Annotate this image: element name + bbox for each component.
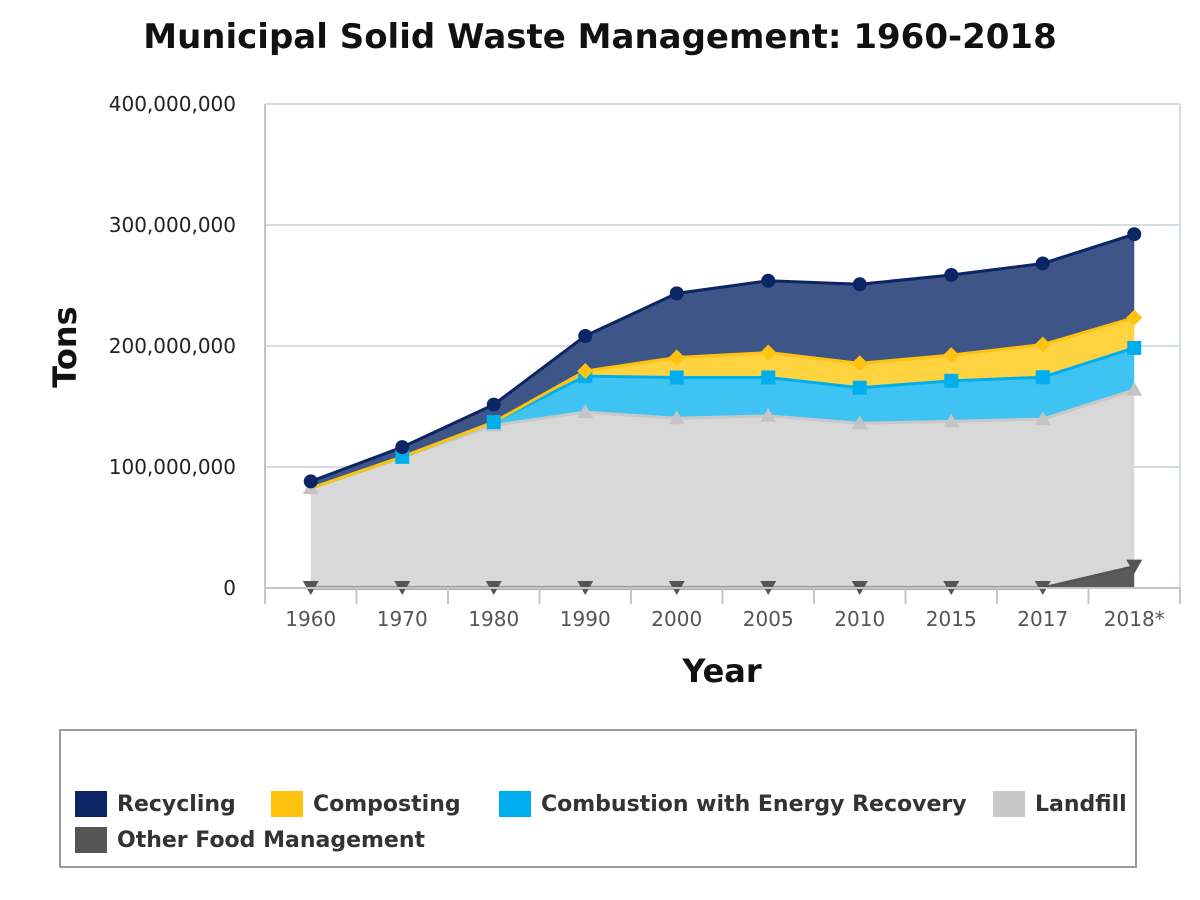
marker-composting[interactable] <box>760 344 777 361</box>
chart-title: Municipal Solid Waste Management: 1960-2… <box>143 17 1057 57</box>
x-tick-label: 1970 <box>377 607 428 631</box>
y-tick-label: 200,000,000 <box>109 334 236 358</box>
marker-composting[interactable] <box>1126 309 1143 326</box>
marker-landfill[interactable] <box>851 415 868 430</box>
area-composting <box>310 317 1135 489</box>
marker-recycling[interactable] <box>578 328 593 343</box>
legend-swatch-recycling <box>75 791 107 817</box>
y-tick-label: 0 <box>223 576 236 600</box>
marker-landfill[interactable] <box>1034 411 1051 426</box>
y-tick-labels: 0 100,000,000 200,000,000 300,000,000 400,00… <box>109 92 236 600</box>
x-tick-label: 2017 <box>1017 607 1068 631</box>
x-tick-label: 2000 <box>651 607 702 631</box>
marker-composting[interactable] <box>668 349 685 366</box>
marker-recycling[interactable] <box>395 440 410 455</box>
y-tick-label: 100,000,000 <box>109 455 236 479</box>
marker-recycling[interactable] <box>669 286 684 301</box>
x-tick-label: 2005 <box>743 607 794 631</box>
legend-label-composting: Composting <box>313 791 461 817</box>
marker-other-food-management[interactable] <box>1126 559 1143 574</box>
line-recycling <box>310 232 1135 483</box>
y-tick-label: 300,000,000 <box>109 213 236 237</box>
marker-landfill[interactable] <box>1126 381 1143 396</box>
marker-recycling[interactable] <box>852 277 867 292</box>
legend-swatch-combustion <box>499 791 531 817</box>
legend-label-recycling: Recycling <box>117 791 236 817</box>
marker-composting[interactable] <box>1034 336 1051 353</box>
marker-landfill[interactable] <box>760 407 777 422</box>
x-tick-label: 1960 <box>285 607 336 631</box>
axes <box>264 104 1181 604</box>
marker-recycling[interactable] <box>1035 256 1050 271</box>
legend-swatch-landfill <box>993 791 1025 817</box>
marker-landfill[interactable] <box>943 413 960 428</box>
legend-item-other-food[interactable]: Other Food Management <box>75 827 425 853</box>
marker-recycling[interactable] <box>1127 227 1142 242</box>
marker-recycling[interactable] <box>761 273 776 288</box>
x-tick-label: 2018* <box>1104 607 1165 631</box>
marker-combustion-with-energy-recovery[interactable] <box>944 373 959 388</box>
legend-item-landfill[interactable]: Landfill <box>993 791 1127 817</box>
marker-composting[interactable] <box>577 363 594 380</box>
marker-combustion-with-energy-recovery[interactable] <box>486 415 501 430</box>
x-tick-labels: 1960 1970 1980 1990 2000 2005 2010 2015 2017 2018… <box>285 607 1164 631</box>
x-tick-label: 2015 <box>926 607 977 631</box>
y-axis-title: Tons <box>46 306 84 387</box>
legend-label-other-food: Other Food Management <box>117 827 426 853</box>
marker-recycling[interactable] <box>486 397 501 412</box>
marker-combustion-with-energy-recovery[interactable] <box>761 370 776 385</box>
legend-swatch-other-food <box>75 827 107 853</box>
marker-recycling[interactable] <box>944 267 959 282</box>
marker-combustion-with-energy-recovery[interactable] <box>852 380 867 395</box>
legend-item-composting[interactable]: Composting <box>271 791 461 817</box>
x-tick-label: 1990 <box>560 607 611 631</box>
marker-combustion-with-energy-recovery[interactable] <box>1127 340 1142 355</box>
line-landfill <box>310 388 1135 490</box>
chart-legend: Recycling Composting Combustion with Ene… <box>59 729 1137 868</box>
marker-composting[interactable] <box>851 355 868 372</box>
marker-combustion-with-energy-recovery[interactable] <box>1035 370 1050 385</box>
x-axis-title: Year <box>681 652 762 690</box>
marker-combustion-with-energy-recovery[interactable] <box>395 449 410 464</box>
marker-landfill[interactable] <box>668 410 685 425</box>
marker-recycling[interactable] <box>303 474 318 489</box>
x-tick-label: 2010 <box>834 607 885 631</box>
legend-item-recycling[interactable]: Recycling <box>75 791 236 817</box>
line-composting <box>310 316 1135 490</box>
legend-swatch-composting <box>271 791 303 817</box>
legend-item-combustion[interactable]: Combustion with Energy Recovery <box>499 791 967 817</box>
marker-composting[interactable] <box>943 347 960 364</box>
area-recycling <box>310 234 1135 489</box>
y-tick-label: 400,000,000 <box>109 92 236 116</box>
x-tick-label: 1980 <box>468 607 519 631</box>
legend-label-landfill: Landfill <box>1035 791 1127 817</box>
marker-landfill[interactable] <box>577 404 594 419</box>
marker-combustion-with-energy-recovery[interactable] <box>669 370 684 385</box>
legend-label-combustion: Combustion with Energy Recovery <box>541 791 967 817</box>
area-landfill <box>310 389 1135 588</box>
